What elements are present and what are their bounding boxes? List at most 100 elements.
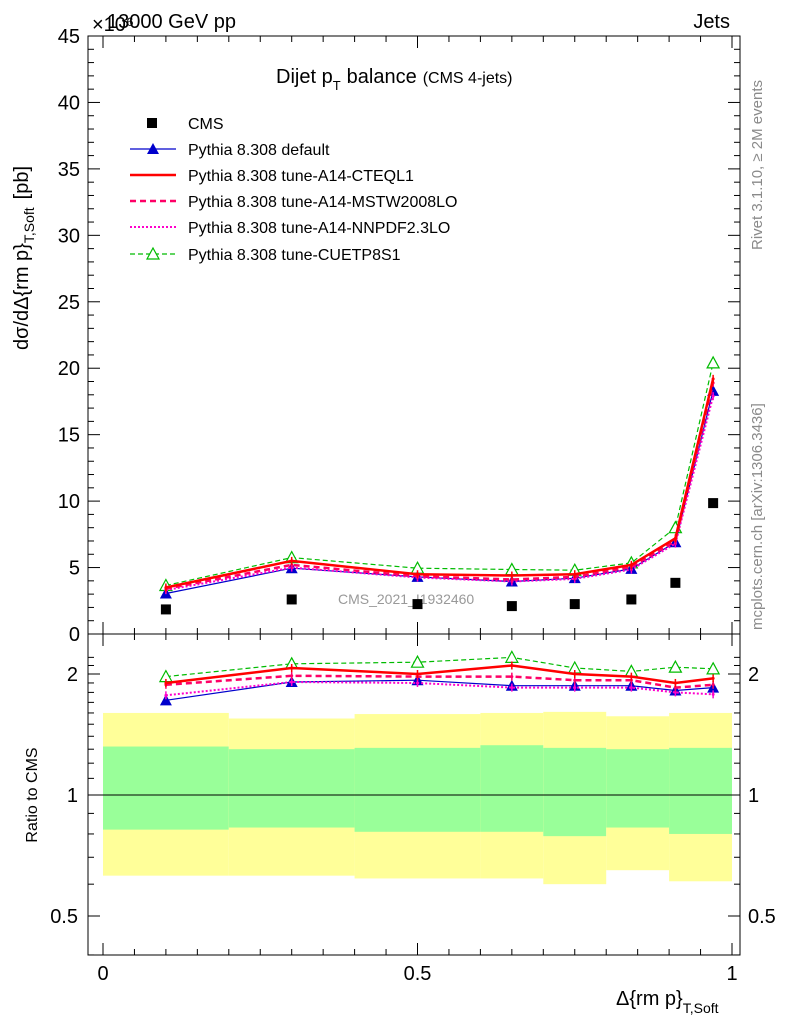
legend-label-default: Pythia 8.308 default — [188, 142, 330, 159]
band-green — [543, 747, 607, 837]
chart-title-sub: T — [333, 78, 341, 93]
cms-point — [506, 601, 517, 612]
y-tick-label: 5 — [69, 558, 80, 580]
legend-marker-default — [147, 143, 159, 154]
series-1-point — [629, 563, 633, 567]
chart-title-suffix: balance — [347, 66, 417, 88]
ratio-series-2-point — [510, 675, 514, 679]
band-green — [606, 749, 670, 828]
ratio-series-0-line — [165, 679, 714, 701]
ratio-series-2-point — [573, 678, 577, 682]
y-tick-label: 25 — [58, 292, 80, 314]
band-green — [228, 749, 355, 828]
cms-point — [160, 604, 171, 615]
ratio-series-4-line — [165, 656, 714, 678]
legend-marker-cuetp8s1 — [145, 246, 161, 260]
ratio-tick-label: 0.5 — [50, 906, 78, 928]
ratio-series-3-point — [510, 686, 514, 690]
y-tick-label: 45 — [58, 26, 80, 48]
ratio-series-2-line — [165, 674, 714, 689]
ratio-tick-label-right: 1 — [748, 785, 759, 807]
ratio-series-3-point — [164, 693, 168, 697]
y-tick-label: 35 — [58, 159, 80, 181]
series-1-point — [673, 536, 677, 540]
ratio-series-1-point — [673, 681, 677, 685]
cms-point — [670, 577, 681, 588]
ratio-series-3-point — [573, 686, 577, 690]
legend-label-mstw: Pythia 8.308 tune-A14-MSTW2008LO — [188, 194, 457, 211]
ratio-series-1-line — [165, 664, 714, 685]
ratio-series-2-point — [290, 674, 294, 678]
ratio-series-4-point — [410, 654, 425, 668]
y-tick-label: 0 — [69, 624, 80, 646]
ratio-series-1-point — [629, 675, 633, 679]
ratio-series-2-point — [711, 683, 715, 687]
header-energy: 13000 GeV pp — [107, 11, 236, 33]
series-1-point — [573, 572, 577, 576]
ratio-series-4-point — [706, 661, 721, 675]
x-axis-label: Δ{rm p}T,Soft — [616, 988, 719, 1016]
x-tick-label: 1 — [726, 963, 737, 985]
header-process: Jets — [693, 11, 730, 33]
ratio-series-3-point — [629, 686, 633, 690]
ratio-series-4-point — [504, 650, 519, 663]
y-axis-label-main: dσ/dΔ{rm p} — [11, 243, 33, 350]
ratio-tick-label-right: 0.5 — [748, 906, 776, 928]
y-tick-label: 20 — [58, 358, 80, 380]
x-axis-label-sub: T,Soft — [683, 1000, 719, 1016]
ratio-series-1-point — [290, 666, 294, 670]
ratio-tick-label-right: 2 — [748, 664, 759, 686]
cms-point — [708, 498, 719, 509]
header-multiplier: ×10⁶ — [92, 14, 134, 36]
ratio-series-0-point — [159, 694, 172, 706]
series-4-point — [706, 355, 721, 369]
series-1-point — [416, 572, 419, 576]
series-1-point — [510, 574, 514, 578]
rivet-label: Rivet 3.1.10, ≥ 2M events — [749, 80, 766, 250]
legend-label-cteql1: Pythia 8.308 tune-A14-CTEQL1 — [188, 168, 414, 185]
band-green — [669, 747, 732, 834]
legend-marker-cms — [147, 118, 157, 128]
band-green — [103, 746, 229, 830]
ratio-series-3-point — [290, 680, 294, 684]
y-axis-label: dσ/dΔ{rm p}T,Soft [pb] — [11, 166, 37, 350]
ratio-series-3-point — [711, 692, 715, 696]
analysis-watermark: CMS_2021_I1932460 — [338, 591, 474, 607]
legend: CMS Pythia 8.308 default Pythia 8.308 tu… — [130, 116, 457, 264]
cms-point — [569, 599, 580, 610]
ratio-tick-label: 1 — [67, 785, 78, 807]
y-tick-label: 15 — [58, 425, 80, 447]
series-1-point — [164, 585, 168, 589]
legend-label-cuetp8s1: Pythia 8.308 tune-CUETP8S1 — [188, 247, 401, 264]
x-tick-label: 0.5 — [404, 963, 432, 985]
y-tick-label: 10 — [58, 491, 80, 513]
ratio-series-1-point — [711, 676, 715, 680]
band-green — [480, 745, 544, 832]
legend-label-nnpdf: Pythia 8.308 tune-A14-NNPDF2.3LO — [188, 220, 450, 237]
ratio-series-4-point — [668, 659, 683, 673]
chart-subtitle: (CMS 4-jets) — [423, 70, 513, 87]
band-green — [354, 747, 481, 832]
series-1-line — [165, 378, 715, 589]
ratio-series-3-point — [416, 681, 419, 685]
series-3-point — [711, 394, 715, 398]
x-axis-label-main: Δ{rm p} — [616, 988, 683, 1010]
chart-title-main: Dijet p — [276, 66, 333, 88]
series-3-line — [165, 395, 715, 592]
ratio-axis-label: Ratio to CMS — [24, 747, 41, 842]
ratio-tick-label: 2 — [67, 664, 78, 686]
ratio-series-1-point — [164, 681, 168, 685]
series-2-line — [165, 382, 715, 591]
x-tick-label: 0 — [97, 963, 108, 985]
ratio-series-1-point — [510, 663, 514, 667]
chart-title: Dijet pT balance (CMS 4-jets) — [276, 66, 513, 93]
cms-point — [286, 594, 297, 605]
ratio-series-1-point — [416, 672, 419, 676]
ratio-series-1-point — [573, 672, 577, 676]
cms-point — [626, 594, 637, 605]
y-tick-label: 40 — [58, 92, 80, 114]
mcplots-label: mcplots.cern.ch [arXiv:1306.3436] — [749, 403, 766, 630]
series-1-point — [711, 377, 715, 381]
